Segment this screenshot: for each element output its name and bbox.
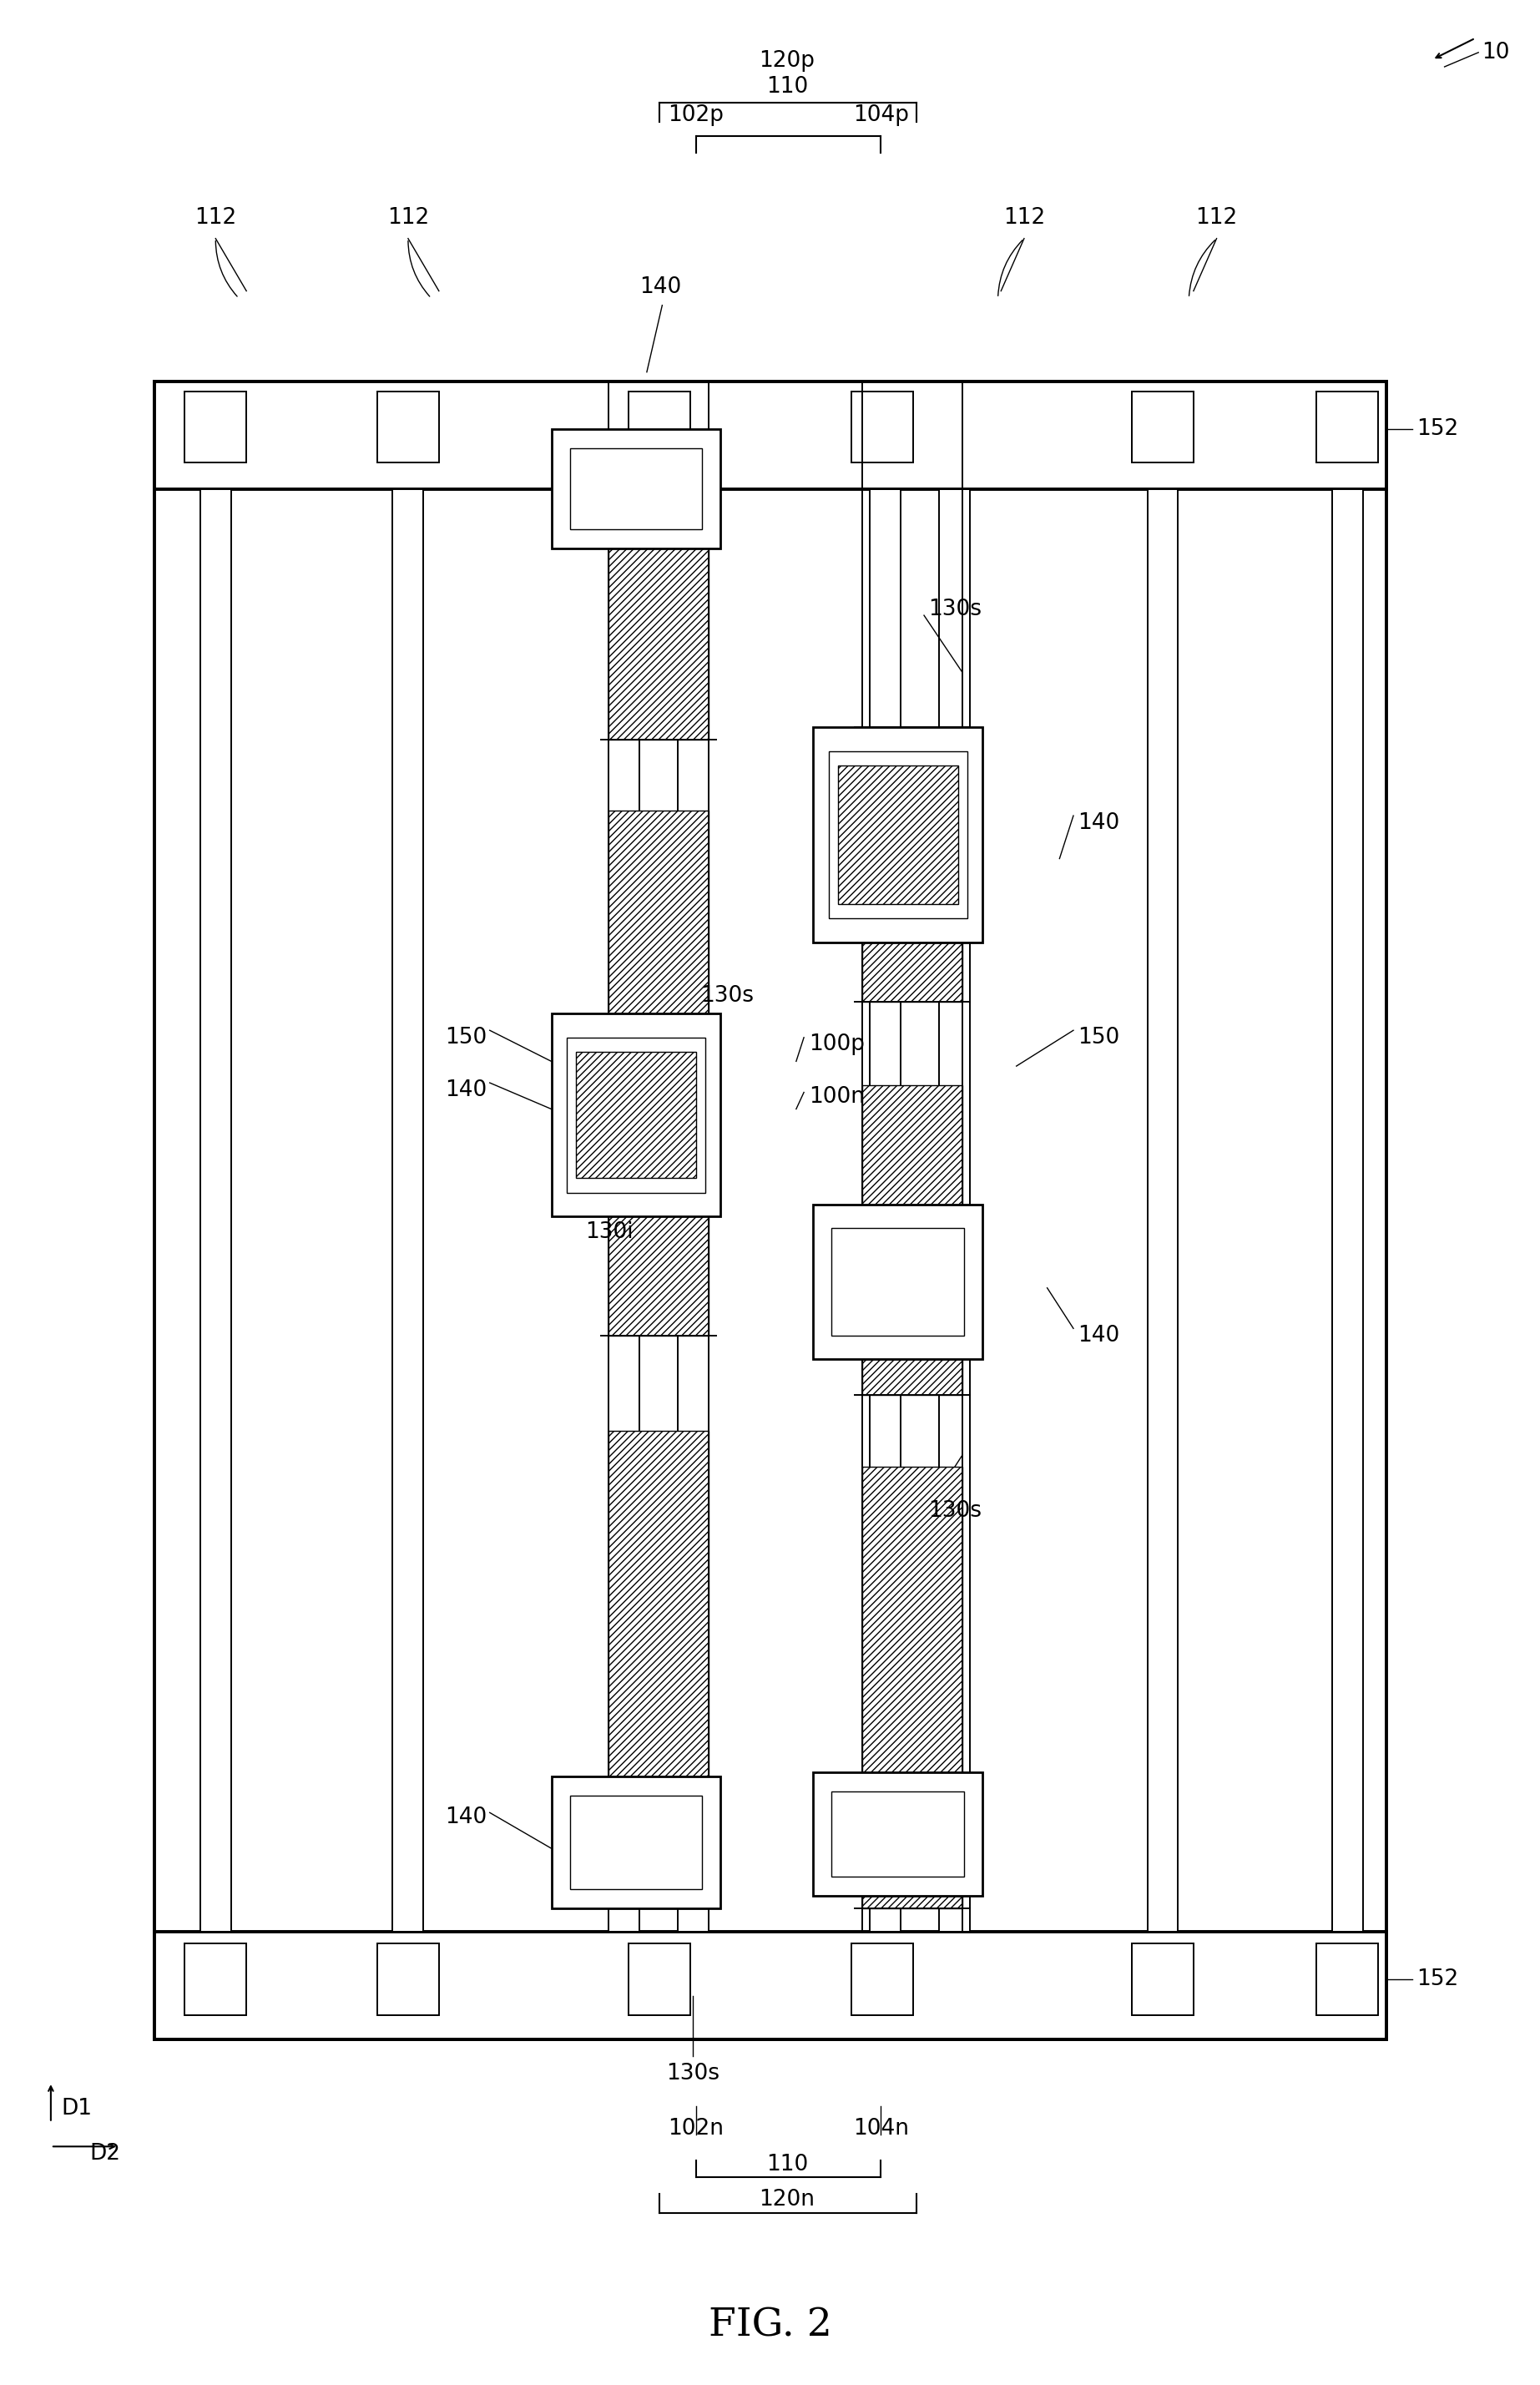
Text: 120n: 120n [759, 2189, 815, 2211]
Bar [832, 1791, 964, 1877]
Text: 150: 150 [1078, 1026, 1120, 1049]
Bar [551, 429, 721, 549]
Text: D1: D1 [62, 2096, 92, 2120]
Text: 102n: 102n [668, 2118, 724, 2139]
Text: 100n: 100n [808, 1085, 864, 1109]
Text: 140: 140 [445, 1805, 487, 1829]
Text: FIG. 2: FIG. 2 [708, 2306, 832, 2344]
Bar [862, 1467, 962, 1908]
Bar [377, 1944, 439, 2015]
Text: D2: D2 [89, 2142, 120, 2166]
Text: 152: 152 [1417, 417, 1458, 441]
Text: 152: 152 [1417, 1968, 1458, 1991]
Bar [154, 382, 1386, 489]
Bar [393, 489, 424, 1932]
Bar [813, 727, 983, 942]
Bar [939, 489, 970, 1932]
Text: 130s: 130s [701, 985, 755, 1006]
Bar [852, 391, 913, 463]
Bar [862, 1085, 962, 1395]
Bar [576, 1052, 696, 1178]
Text: 140: 140 [1078, 1324, 1120, 1348]
Bar [551, 1777, 721, 1908]
Text: 110: 110 [765, 76, 809, 98]
Text: 120p: 120p [759, 50, 815, 72]
Bar [832, 1228, 964, 1336]
Text: 140: 140 [639, 277, 681, 298]
Bar [608, 811, 708, 1336]
Bar [377, 391, 439, 463]
Bar [570, 1796, 702, 1889]
Bar [567, 1037, 705, 1192]
Text: 140: 140 [1078, 811, 1120, 835]
Text: 104p: 104p [853, 105, 909, 126]
Bar [185, 1944, 246, 2015]
Text: 100p: 100p [808, 1033, 864, 1057]
Bar [813, 1204, 983, 1359]
Bar [838, 766, 958, 904]
Text: 130s: 130s [667, 2063, 719, 2084]
Text: 112: 112 [387, 207, 430, 229]
Text: 150: 150 [445, 1026, 487, 1049]
Text: 130s: 130s [929, 599, 983, 620]
Text: 112: 112 [1195, 207, 1238, 229]
Text: 104n: 104n [853, 2118, 909, 2139]
Bar [608, 489, 708, 739]
Bar [154, 1932, 1386, 2039]
Bar [1317, 391, 1378, 463]
Bar [628, 1944, 690, 2015]
Text: 130i: 130i [585, 1221, 633, 1243]
Bar [678, 489, 708, 1932]
Text: 102p: 102p [668, 105, 724, 126]
Text: 140: 140 [445, 1078, 487, 1102]
Text: 112: 112 [1003, 207, 1046, 229]
Bar [551, 1014, 721, 1216]
Bar [1132, 1944, 1194, 2015]
Bar [852, 1944, 913, 2015]
Text: 112: 112 [194, 207, 237, 229]
Bar [200, 489, 231, 1932]
Bar [829, 751, 967, 918]
Bar [628, 391, 690, 463]
Bar [154, 382, 1386, 2039]
Bar [862, 727, 962, 1002]
Bar [608, 489, 639, 1932]
Bar [1317, 1944, 1378, 2015]
Bar [870, 489, 901, 1932]
Bar [570, 448, 702, 529]
Text: 110: 110 [765, 2154, 809, 2175]
Text: 130s: 130s [929, 1500, 983, 1522]
Bar [1332, 489, 1363, 1932]
Bar [813, 1772, 983, 1896]
Bar [1132, 391, 1194, 463]
Bar [608, 1431, 708, 1908]
Bar [185, 391, 246, 463]
Bar [1147, 489, 1178, 1932]
Text: 10: 10 [1481, 41, 1509, 64]
